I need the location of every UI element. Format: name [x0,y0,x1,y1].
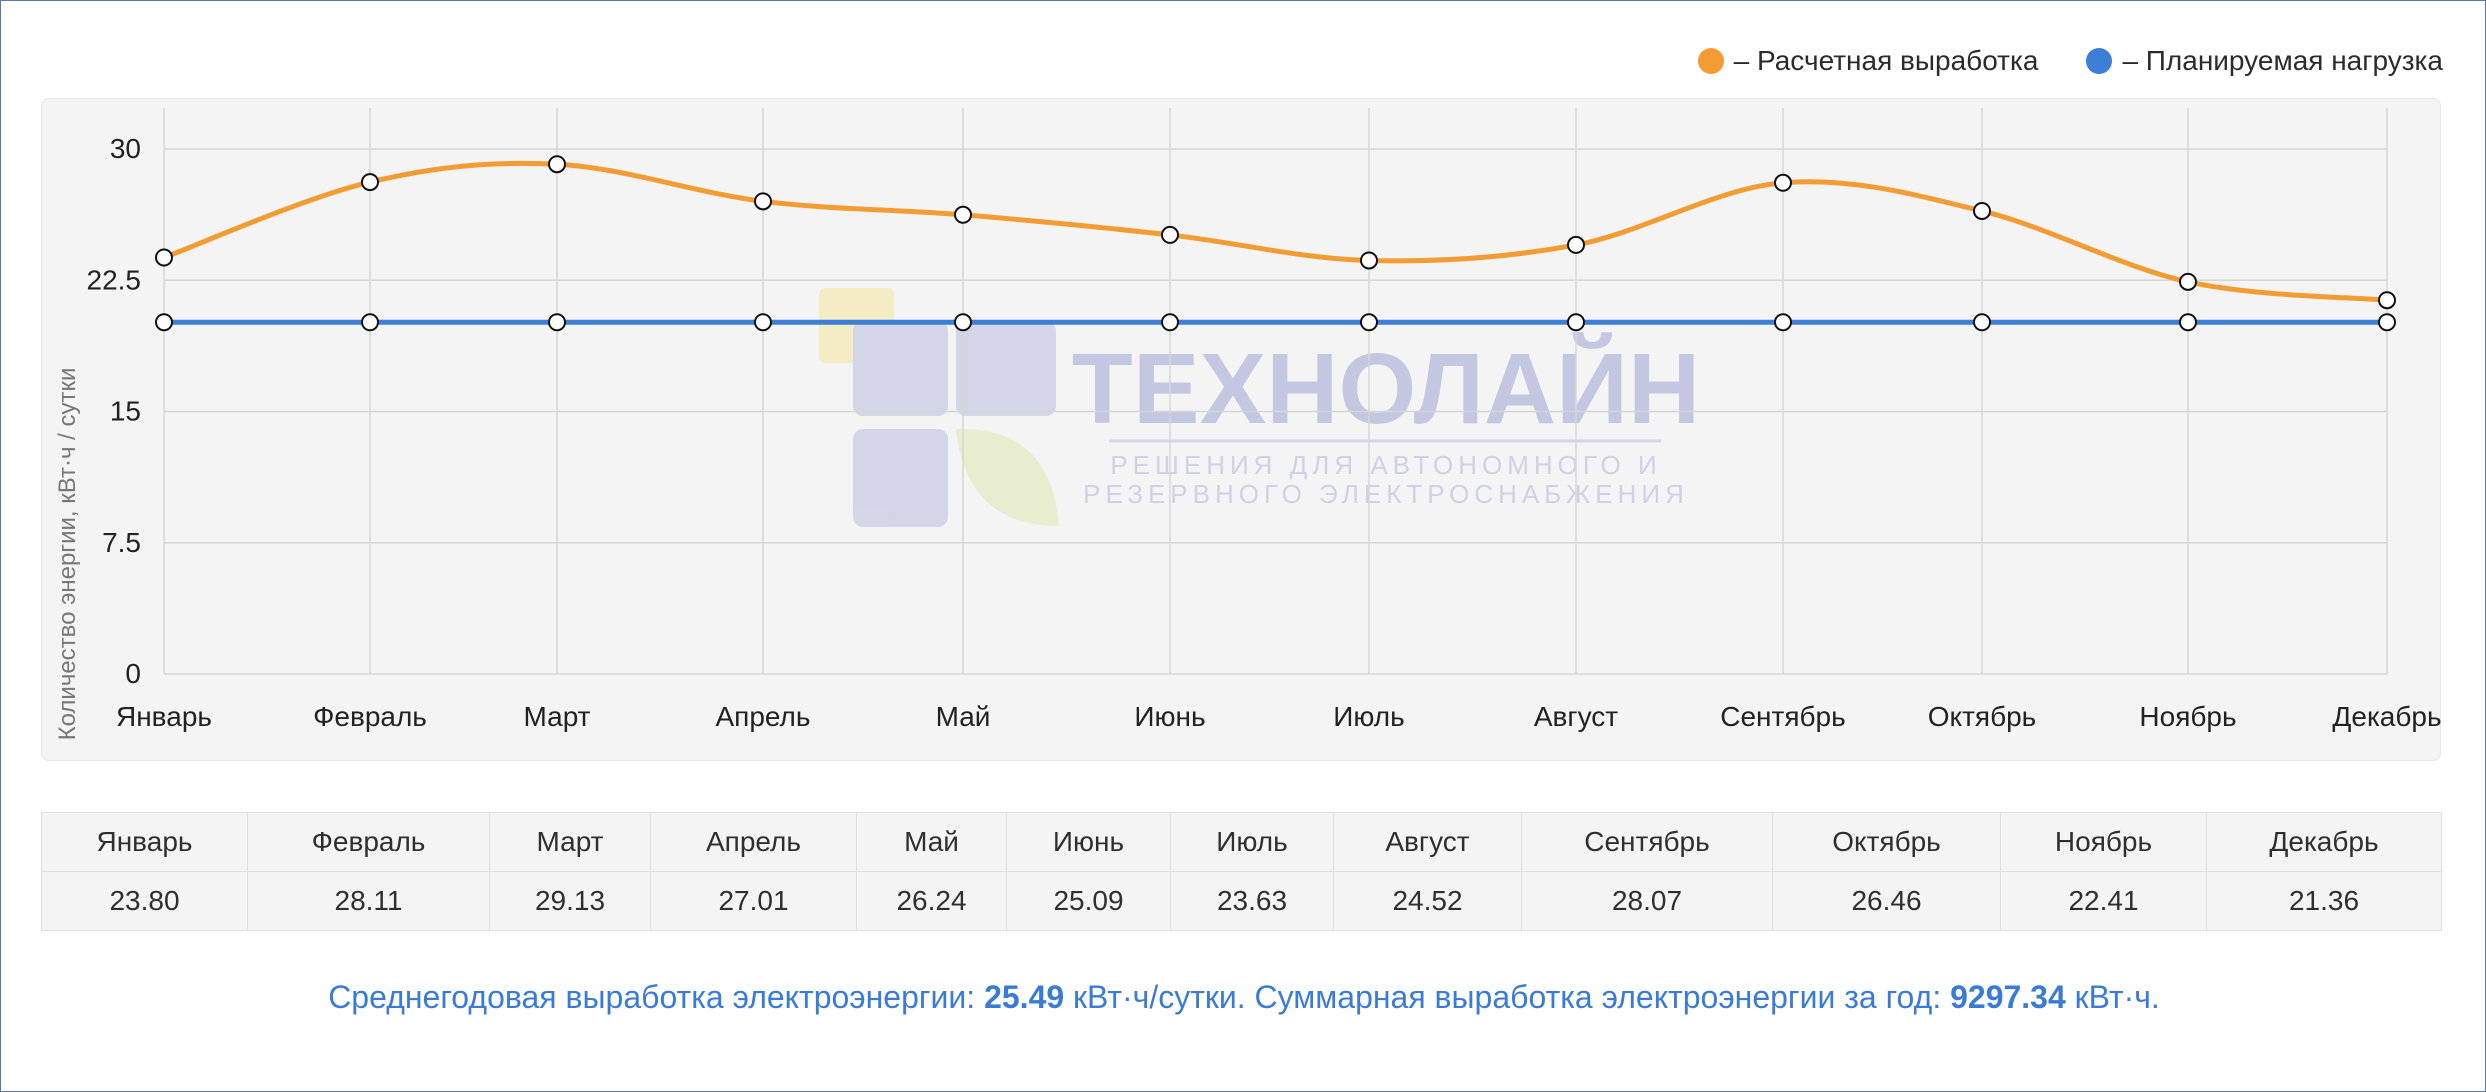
table-header-row: Январь Февраль Март Апрель Май Июнь Июль Август… [41,812,2442,872]
chart-grid [163,108,2388,675]
x-tick-label: Октябрь [1928,701,2037,732]
data-point-load[interactable] [2179,313,2197,332]
chart-axes: 0 7.5 15 22.5 30 Январь Февраль Март Апрель Май Ию… [87,133,2442,732]
series-line-generation [161,160,2390,303]
table-value-cell: 29.13 [489,871,651,931]
data-point-load[interactable] [1567,313,1585,332]
legend-marker-load [2086,48,2113,74]
x-tick-label: Июнь [1134,701,1205,732]
x-tick-label: Май [936,701,991,732]
table-header-cell: Август [1333,812,1522,872]
legend-marker-generation [1697,48,1724,74]
watermark-tagline-1: РЕШЕНИЯ ДЛЯ АВТОНОМНОГО И [1110,450,1661,480]
data-point-generation[interactable] [361,173,379,192]
table-value-cell: 28.07 [1521,871,1773,931]
data-point-generation[interactable] [1161,225,1179,244]
x-tick-label: Ноябрь [2139,701,2236,732]
data-point-load[interactable] [754,313,772,332]
x-tick-label: Декабрь [2332,701,2441,732]
data-point-generation[interactable] [2378,291,2396,310]
data-point-generation[interactable] [954,205,972,224]
table-value-cell: 25.09 [1006,871,1171,931]
data-point-load[interactable] [155,313,173,332]
data-point-load[interactable] [1161,313,1179,332]
table-header-cell: Январь [41,812,248,872]
y-axis-label: Количество энергии, кВт·ч / сутки [54,368,81,741]
data-point-generation[interactable] [2179,272,2197,291]
chart-panel [41,98,2441,761]
table-value-cell: 23.63 [1170,871,1334,931]
watermark-panel-3 [853,429,948,527]
legend-label-load: – Планируемая нагрузка [2122,45,2443,76]
table-header-cell: Октябрь [1772,812,2001,872]
x-tick-label: Февраль [313,701,427,732]
x-tick-label: Апрель [716,701,811,732]
data-point-load[interactable] [548,313,566,332]
monthly-values-table: Январь Февраль Март Апрель Май Июнь Июль Август… [41,812,2442,931]
table-header-cell: Июнь [1006,812,1171,872]
x-tick-label: Март [524,701,591,732]
line-chart: ТЕХНОЛАЙН РЕШЕНИЯ ДЛЯ АВТОНОМНОГО И РЕЗЕ… [54,108,2442,741]
summary-total-value: 9297.34 [1950,979,2066,1015]
y-tick-label: 22.5 [87,264,142,295]
data-point-generation[interactable] [1774,173,1792,192]
data-point-generation[interactable] [155,248,173,267]
table-header-cell: Декабрь [2206,812,2442,872]
data-point-generation[interactable] [1973,201,1991,220]
data-point-load[interactable] [1973,313,1991,332]
data-point-load[interactable] [954,313,972,332]
y-tick-label: 0 [125,658,141,689]
data-point-generation[interactable] [1567,235,1585,254]
summary-avg-unit: кВт·ч/сутки. Суммарная выработка электро… [1064,979,1951,1015]
table-header-cell: Ноябрь [2000,812,2207,872]
summary-total-unit: кВт·ч. [2065,979,2160,1015]
table-header-cell: Апрель [650,812,857,872]
x-tick-label: Январь [116,701,212,732]
chart-series [155,155,2396,332]
table-value-cell: 27.01 [650,871,857,931]
watermark-leaf-icon [956,428,1059,526]
watermark-panel-1 [853,321,948,416]
table-value-cell: 26.46 [1772,871,2001,931]
table-value-cell: 24.52 [1333,871,1522,931]
data-point-generation[interactable] [1360,251,1378,270]
table-values-row: 23.80 28.11 29.13 27.01 26.24 25.09 23.63 24.52… [41,871,2442,931]
x-tick-label: Сентябрь [1720,701,1845,732]
table-header-cell: Май [856,812,1007,872]
summary-text: Среднегодовая выработка электроэнергии: … [1,979,2486,1016]
watermark-tagline-2: РЕЗЕРВНОГО ЭЛЕКТРОСНАБЖЕНИЯ [1083,479,1689,509]
watermark-panel-2 [956,321,1056,416]
table-value-cell: 28.11 [247,871,490,931]
data-point-load[interactable] [1360,313,1378,332]
legend-item-generation[interactable]: – Расчетная выработка [1697,45,2039,77]
y-tick-label: 30 [110,133,141,164]
watermark-logo: ТЕХНОЛАЙН РЕШЕНИЯ ДЛЯ АВТОНОМНОГО И РЕЗЕ… [819,288,1700,527]
data-point-generation[interactable] [754,192,772,211]
table-value-cell: 23.80 [41,871,248,931]
data-point-generation[interactable] [548,155,566,174]
y-tick-label: 15 [110,396,141,427]
table-header-cell: Март [489,812,651,872]
summary-avg-value: 25.49 [984,979,1065,1015]
data-point-load[interactable] [1774,313,1792,332]
table-value-cell: 21.36 [2206,871,2442,931]
y-tick-label: 7.5 [102,527,141,558]
watermark-name: ТЕХНОЛАЙН [1072,332,1700,445]
data-point-load[interactable] [2378,313,2396,332]
legend-label-generation: – Расчетная выработка [1733,45,2039,76]
table-value-cell: 22.41 [2000,871,2207,931]
table-header-cell: Июль [1170,812,1334,872]
table-header-cell: Февраль [247,812,490,872]
data-point-load[interactable] [361,313,379,332]
summary-avg-label: Среднегодовая выработка электроэнергии: [328,979,985,1015]
x-tick-label: Август [1534,701,1618,732]
table-header-cell: Сентябрь [1521,812,1773,872]
table-value-cell: 26.24 [856,871,1007,931]
chart-legend: – Расчетная выработка – Планируемая нагр… [1697,45,2443,77]
x-tick-label: Июль [1333,701,1404,732]
legend-item-load[interactable]: – Планируемая нагрузка [2086,45,2443,77]
